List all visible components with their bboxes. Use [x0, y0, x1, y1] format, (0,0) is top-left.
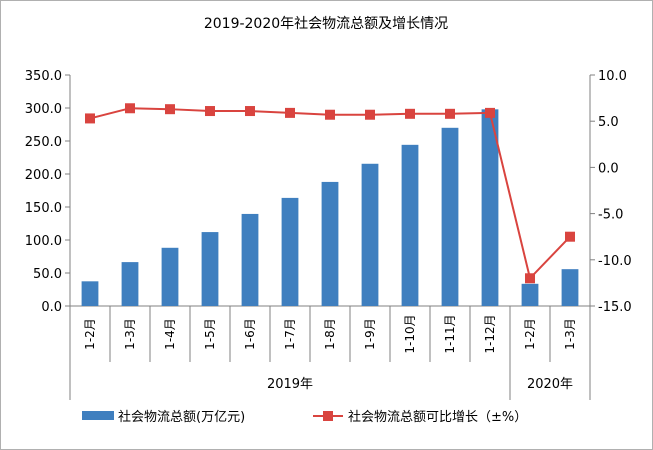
growth-marker-3: [165, 104, 175, 115]
x-category-label: 1-2月: [523, 318, 537, 350]
bar-12: [521, 283, 539, 306]
y-left-tick-label: 0.0: [41, 300, 62, 315]
x-category-label: 1-11月: [443, 314, 457, 353]
x-category-label: 1-4月: [163, 318, 177, 350]
bar-4: [201, 232, 219, 306]
growth-marker-6: [285, 107, 295, 118]
y-right-tick-label: -5.0: [598, 208, 623, 223]
y-left-tick-label: 300.0: [25, 102, 62, 117]
chart-title: 2019-2020年社会物流总额及增长情况: [204, 16, 448, 32]
x-category-label: 1-3月: [123, 318, 137, 350]
growth-marker-9: [405, 108, 415, 119]
bar-6: [281, 197, 299, 306]
growth-marker-4: [205, 106, 215, 117]
legend-bar-label: 社会物流总额(万亿元): [118, 409, 245, 425]
bar-7: [321, 181, 339, 306]
y-left-tick-label: 350.0: [25, 69, 62, 84]
x-category-label: 1-7月: [283, 318, 297, 350]
x-category-label: 1-12月: [483, 314, 497, 353]
legend-line-label: 社会物流总额可比增长（±%）: [348, 409, 527, 425]
y-left-tick-label: 100.0: [25, 234, 62, 249]
plot-area: 0.0 50.0 100.0 150.0 200.0 250.0 300.0 350.0 -15…: [25, 69, 632, 400]
bar-1: [81, 281, 99, 306]
bar-3: [161, 247, 179, 306]
bar-9: [401, 144, 419, 306]
legend-line-marker: [323, 411, 333, 421]
y-right-tick-label: -10.0: [598, 254, 632, 269]
y-left-tick-label: 50.0: [33, 267, 62, 282]
x-category-label: 1-10月: [403, 314, 417, 353]
bar-11: [481, 109, 499, 306]
growth-marker-12: [525, 273, 535, 284]
growth-marker-13: [565, 231, 575, 242]
y-right-tick-label: 0.0: [598, 161, 619, 176]
legend-bar-swatch: [82, 411, 114, 420]
growth-marker-1: [85, 113, 95, 124]
x-group-label: 2019年: [267, 377, 313, 392]
growth-marker-11: [485, 107, 495, 118]
bar-10: [441, 127, 459, 306]
x-group-label: 2020年: [527, 377, 573, 392]
x-category-label: 1-5月: [203, 318, 217, 350]
growth-marker-5: [245, 106, 255, 117]
growth-marker-10: [445, 108, 455, 119]
bar-8: [361, 163, 379, 306]
y-right-tick-label: 10.0: [598, 69, 627, 84]
x-category-label: 1-8月: [323, 318, 337, 350]
chart-legend: 社会物流总额(万亿元) 社会物流总额可比增长（±%）: [82, 409, 527, 425]
y-right-tick-label: 5.0: [598, 115, 619, 130]
growth-marker-2: [125, 103, 135, 114]
x-category-label: 1-3月: [563, 318, 577, 350]
y-left-tick-label: 200.0: [25, 168, 62, 183]
y-left-tick-label: 250.0: [25, 135, 62, 150]
growth-marker-8: [365, 109, 375, 120]
bar-5: [241, 213, 259, 306]
growth-marker-7: [325, 109, 335, 120]
x-category-label: 1-2月: [83, 318, 97, 350]
bar-13: [561, 269, 579, 306]
y-right-tick-label: -15.0: [598, 300, 632, 315]
x-category-label: 1-6月: [243, 318, 257, 350]
bar-2: [121, 262, 139, 306]
y-left-tick-label: 150.0: [25, 201, 62, 216]
x-category-label: 1-9月: [363, 318, 377, 350]
